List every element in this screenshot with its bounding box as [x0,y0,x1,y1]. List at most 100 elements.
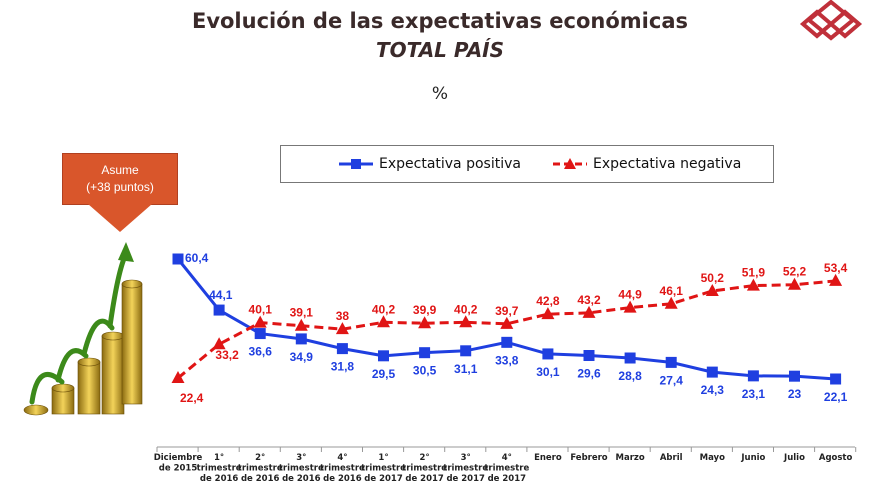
negative-point [418,316,432,329]
legend-item-negative: Expectativa negativa [553,146,741,182]
data-label: 43,2 [577,293,601,307]
callout-arrow-icon [88,204,152,232]
positive-point [254,328,266,340]
positive-point [501,336,513,348]
x-tick-label: Mayo [700,453,725,463]
negative-point [705,283,719,296]
data-label: 22,1 [824,390,848,404]
data-label: 39,7 [495,304,519,318]
x-tick-label: 1° trimestre de 2017 [361,453,406,484]
data-label: 40,1 [249,303,273,317]
negative-point [746,278,760,291]
data-label: 46,1 [660,284,684,298]
page-title: Evolución de las expectativas económicas [191,9,689,33]
data-label: 39,1 [290,306,314,320]
x-tick-label: Julio [783,453,805,463]
data-label: 22,4 [180,391,204,405]
series-line-negative [177,279,836,380]
data-label: 27,4 [660,373,684,387]
positive-point [336,343,348,355]
chart-legend: Expectativa positiva Expectativa negativ… [280,145,774,183]
x-tick-label: 2° trimestre de 2017 [402,453,447,484]
x-tick-label: Enero [534,453,562,463]
data-label: 30,5 [413,364,437,378]
negative-point [664,296,678,309]
data-label: 29,6 [577,367,601,381]
negative-point [829,273,843,286]
data-label: 39,9 [413,303,437,317]
negative-point [623,300,637,313]
data-label: 23,1 [742,387,766,401]
positive-point [172,253,184,265]
data-label: 29,5 [372,367,396,381]
x-tick-label: 4° trimestre de 2016 [320,453,365,484]
legend-negative-marker-icon [553,158,587,169]
x-tick-label: 3° trimestre de 2017 [443,453,488,484]
callout-line1: Asume [101,163,139,177]
positive-point [460,345,472,357]
x-tick-label: Febrero [570,453,607,463]
negative-point [582,305,596,318]
data-label: 38 [336,309,350,323]
data-label: 33,2 [215,348,239,362]
positive-point [542,348,554,360]
data-label: 53,4 [824,261,848,275]
positive-point [624,352,636,364]
negative-point [541,307,555,320]
assume-callout: Asume (+38 puntos) [62,153,178,205]
positive-point [419,347,431,359]
x-tick-label: Marzo [616,453,645,463]
positive-point [378,350,389,362]
data-label: 44,1 [209,288,233,302]
data-label: 44,9 [618,288,642,302]
callout-line2: (+38 puntos) [86,180,154,194]
data-label: 51,9 [742,266,766,280]
x-tick-label: Diciembre de 2015 [154,453,203,474]
negative-point [459,315,473,328]
legend-negative-label: Expectativa negativa [593,156,742,172]
x-tick-label: Junio [740,453,765,463]
data-label: 24,3 [701,383,725,397]
positive-point [665,356,677,368]
negative-point [171,371,185,384]
unit-label: % [431,84,449,104]
negative-point [212,337,226,350]
x-tick-label: 1° trimestre de 2016 [197,453,242,484]
positive-point [213,304,225,316]
data-label: 34,9 [290,350,314,364]
negative-point [500,316,514,329]
data-label: 36,6 [249,345,273,359]
data-label: 40,2 [372,302,396,316]
data-label: 28,8 [618,369,642,383]
negative-point [788,277,801,290]
data-label: 40,2 [454,302,478,316]
x-tick-label: Agosto [819,453,853,463]
data-label: 30,1 [536,365,560,379]
legend-positive-label: Expectativa positiva [379,156,521,172]
positive-point [747,370,759,382]
positive-point [295,333,307,345]
legend-item-positive: Expectativa positiva [339,146,521,182]
data-label: 31,1 [454,362,478,376]
data-label: 50,2 [701,271,725,285]
x-tick-label: 3° trimestre de 2016 [279,453,324,484]
data-label: 31,8 [331,360,355,374]
positive-point [706,366,718,378]
data-label: 52,2 [783,265,807,279]
data-label: 60,4 [185,251,209,265]
page-subtitle: TOTAL PAÍS [375,38,505,62]
positive-point [583,350,595,362]
x-tick-label: Abril [660,453,683,463]
positive-point [789,370,800,382]
negative-point [253,315,267,328]
coins-growth-icon [23,242,143,416]
data-label: 42,8 [536,294,560,308]
positive-point [830,373,842,385]
data-label: 23 [788,387,802,401]
x-tick-label: 4° trimestre de 2017 [484,453,529,484]
negative-point [335,322,349,335]
legend-positive-marker-icon [339,159,373,169]
x-tick-label: 2° trimestre de 2016 [238,453,283,484]
data-label: 33,8 [495,353,519,367]
